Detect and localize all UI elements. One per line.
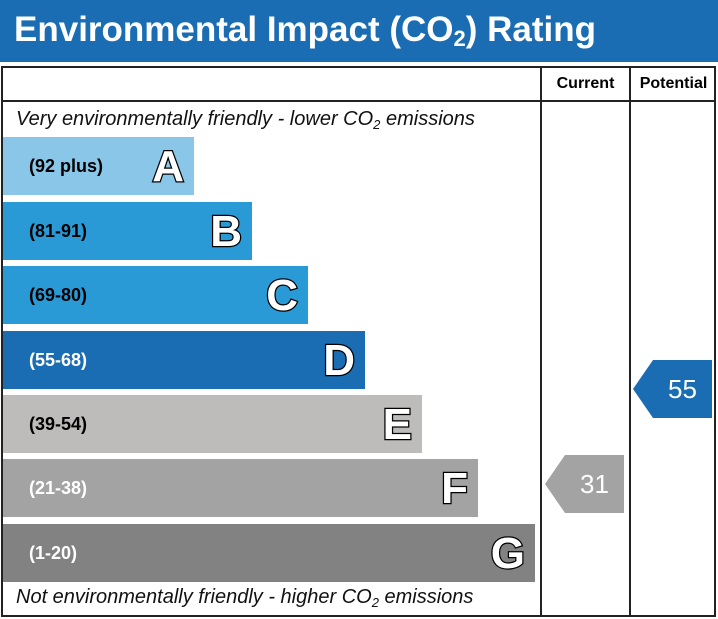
- band-range-label: (21-38): [29, 478, 88, 498]
- rating-band-a: (92 plus) A: [3, 137, 194, 195]
- top-caption-subscript: 2: [373, 117, 381, 132]
- band-letter: F: [440, 463, 469, 515]
- top-caption-post: emissions: [380, 108, 475, 130]
- current-rating-pointer: 31: [545, 455, 624, 513]
- bottom-caption-pre: Not environmentally friendly - higher CO: [16, 586, 372, 608]
- divider-potential: [629, 66, 631, 617]
- rating-band-d: (55-68) D: [3, 331, 365, 389]
- title-subscript: 2: [453, 26, 466, 51]
- band-letter: C: [265, 270, 299, 322]
- bottom-caption-post: emissions: [378, 586, 474, 608]
- band-range-label: (1-20): [29, 543, 78, 563]
- rating-band-g: (1-20) G: [3, 524, 535, 582]
- chart-header: Environmental Impact (CO2) Rating: [0, 0, 718, 62]
- divider-current: [540, 66, 542, 617]
- band-range-label: (55-68): [29, 350, 88, 370]
- pointer-value: 31: [580, 469, 609, 499]
- top-caption: Very environmentally friendly - lower CO…: [16, 108, 475, 131]
- chart-title: Environmental Impact (CO2) Rating: [14, 10, 596, 50]
- title-text-post: ) Rating: [465, 10, 597, 49]
- rating-band-b: (81-91) B: [3, 202, 252, 260]
- current-column-header: Current: [556, 75, 615, 92]
- pointer-arrow-shape: [633, 360, 712, 418]
- chart-frame: [1, 66, 716, 617]
- header-divider-left: [1, 100, 542, 102]
- potential-column-header: Potential: [639, 75, 708, 92]
- pointer-value: 55: [668, 374, 697, 404]
- band-letter: G: [490, 528, 527, 580]
- rating-band-f: (21-38) F: [3, 459, 478, 517]
- bottom-caption-subscript: 2: [371, 595, 379, 610]
- top-caption-pre: Very environmentally friendly - lower CO: [16, 108, 374, 130]
- band-range-label: (92 plus): [29, 156, 104, 176]
- band-letter: D: [322, 335, 356, 387]
- band-range-label: (81-91): [29, 221, 88, 241]
- band-range-label: (39-54): [29, 414, 88, 434]
- potential-rating-pointer: 55: [633, 360, 712, 418]
- header-divider-right: [541, 100, 716, 102]
- band-letter: B: [209, 206, 243, 258]
- band-letter: A: [151, 141, 185, 193]
- pointer-arrow-shape: [545, 455, 624, 513]
- rating-band-c: (69-80) C: [3, 266, 308, 324]
- rating-band-e: (39-54) E: [3, 395, 422, 453]
- title-text-pre: Environmental Impact (CO: [14, 10, 454, 49]
- bottom-caption: Not environmentally friendly - higher CO…: [16, 586, 473, 609]
- band-range-label: (69-80): [29, 285, 88, 305]
- band-letter: E: [381, 399, 413, 451]
